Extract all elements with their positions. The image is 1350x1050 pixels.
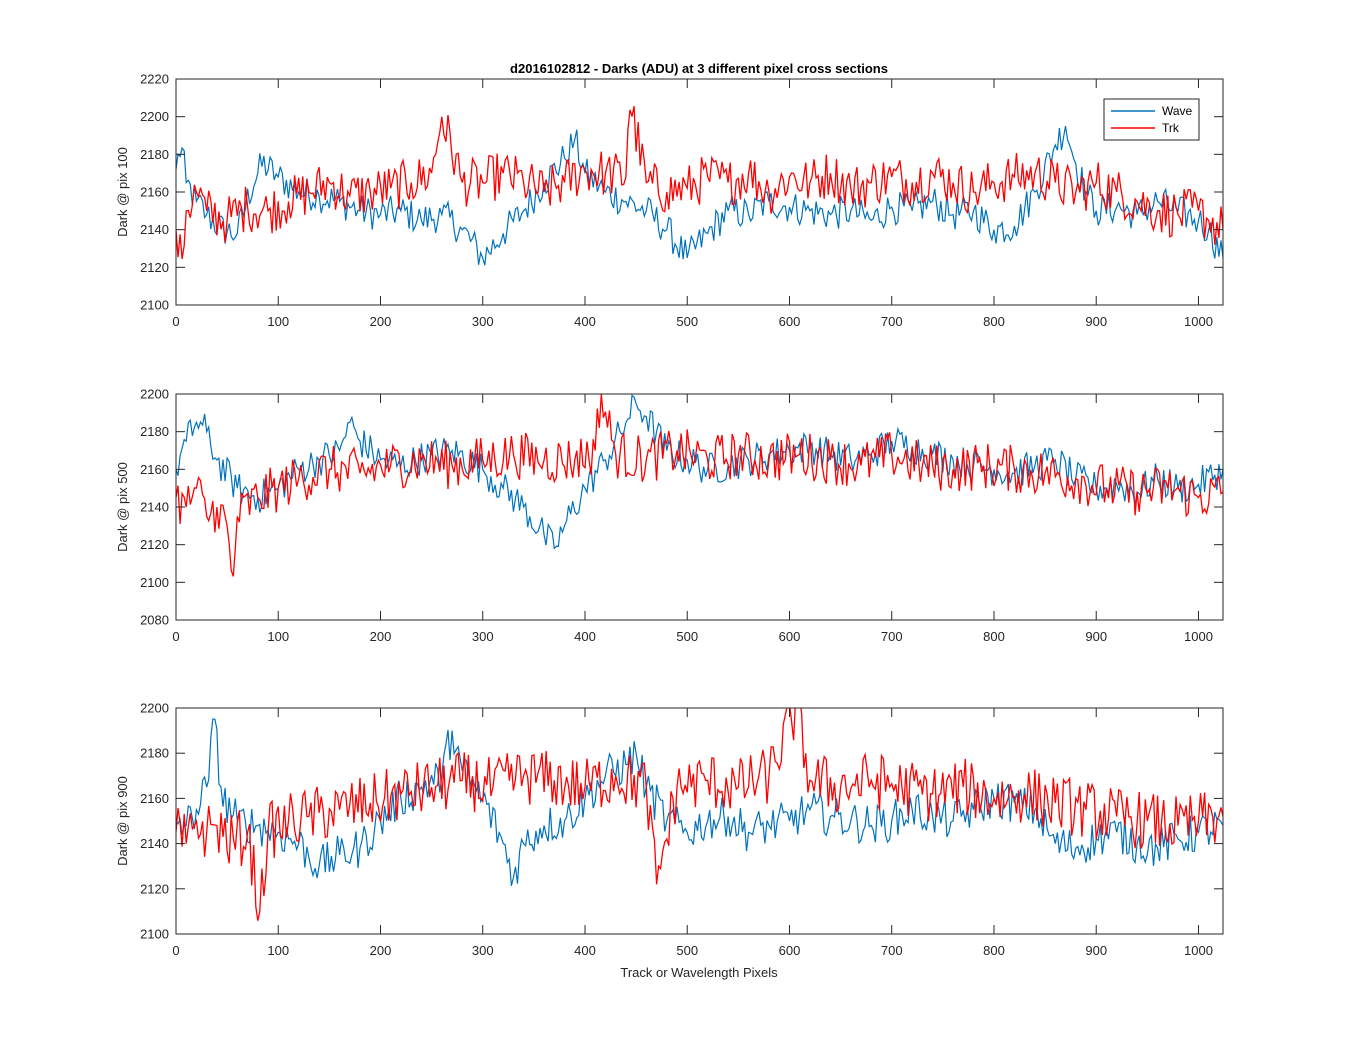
y-tick-label: 2120 bbox=[140, 260, 169, 275]
x-tick-label: 400 bbox=[574, 943, 596, 958]
x-tick-label: 1000 bbox=[1184, 629, 1213, 644]
y-tick-label: 2160 bbox=[140, 791, 169, 806]
y-axis-label-panel-1: Dark @ pix 100 bbox=[115, 147, 130, 237]
y-tick-label: 2140 bbox=[140, 836, 169, 851]
x-tick-label: 700 bbox=[881, 314, 903, 329]
x-tick-label: 100 bbox=[267, 943, 289, 958]
legend-label-trk: Trk bbox=[1162, 121, 1180, 135]
y-tick-label: 2180 bbox=[140, 746, 169, 761]
x-tick-label: 900 bbox=[1085, 943, 1107, 958]
x-tick-label: 300 bbox=[472, 943, 494, 958]
y-tick-label: 2140 bbox=[140, 222, 169, 237]
y-tick-label: 2160 bbox=[140, 185, 169, 200]
panel-3: 0 100 200 300 400 500 600 700 800 900 1000 2100 2120… bbox=[115, 701, 1224, 958]
series-line-wave-panel-2 bbox=[176, 394, 1223, 550]
x-tick-label: 1000 bbox=[1184, 943, 1213, 958]
y-tick-label: 2180 bbox=[140, 424, 169, 439]
series-line-trk-panel-3 bbox=[176, 708, 1223, 921]
axes-box-panel-2 bbox=[175, 393, 1224, 621]
x-tick-label: 600 bbox=[779, 943, 801, 958]
y-axis-label-panel-3: Dark @ pix 900 bbox=[115, 776, 130, 866]
x-tick-label: 200 bbox=[370, 629, 392, 644]
series-line-trk-panel-2 bbox=[176, 394, 1223, 577]
series-line-trk-panel-1 bbox=[176, 105, 1223, 260]
x-tick-label: 0 bbox=[172, 629, 179, 644]
x-tick-label: 300 bbox=[472, 314, 494, 329]
x-tick-label: 900 bbox=[1085, 629, 1107, 644]
x-tick-label: 600 bbox=[779, 629, 801, 644]
x-tick-label: 200 bbox=[370, 943, 392, 958]
legend: Wave Trk bbox=[1103, 98, 1200, 141]
series-line-wave-panel-1 bbox=[176, 125, 1223, 266]
x-tick-label: 1000 bbox=[1184, 314, 1213, 329]
y-tick-label: 2180 bbox=[140, 147, 169, 162]
x-tick-label: 700 bbox=[881, 943, 903, 958]
x-tick-label: 0 bbox=[172, 314, 179, 329]
x-tick-label: 100 bbox=[267, 629, 289, 644]
axes-box-panel-3 bbox=[175, 707, 1224, 935]
y-tick-label: 2220 bbox=[140, 72, 169, 87]
y-tick-label: 2080 bbox=[140, 613, 169, 628]
x-tick-label: 300 bbox=[472, 629, 494, 644]
panel-1: 0 100 200 300 400 500 600 700 800 900 1000 2100 2120… bbox=[115, 72, 1224, 329]
x-tick-label: 400 bbox=[574, 314, 596, 329]
y-tick-label: 2200 bbox=[140, 387, 169, 402]
y-tick-label: 2120 bbox=[140, 537, 169, 552]
y-tick-label: 2120 bbox=[140, 881, 169, 896]
x-tick-label: 0 bbox=[172, 943, 179, 958]
y-tick-label: 2100 bbox=[140, 575, 169, 590]
y-axis-label-panel-2: Dark @ pix 500 bbox=[115, 462, 130, 552]
y-tick-label: 2100 bbox=[140, 298, 169, 313]
y-tick-label: 2200 bbox=[140, 701, 169, 716]
series-line-wave-panel-3 bbox=[176, 718, 1223, 886]
x-axis-label: Track or Wavelength Pixels bbox=[620, 965, 778, 980]
y-tick-label: 2140 bbox=[140, 500, 169, 515]
x-tick-label: 800 bbox=[983, 629, 1005, 644]
legend-label-wave: Wave bbox=[1162, 104, 1193, 118]
x-tick-label: 800 bbox=[983, 943, 1005, 958]
x-tick-label: 700 bbox=[881, 629, 903, 644]
x-tick-label: 600 bbox=[779, 314, 801, 329]
x-tick-label: 500 bbox=[676, 314, 698, 329]
panels: 0 100 200 300 400 500 600 700 800 900 100021002120… bbox=[115, 72, 1224, 958]
x-tick-label: 200 bbox=[370, 314, 392, 329]
x-tick-label: 800 bbox=[983, 314, 1005, 329]
y-tick-label: 2200 bbox=[140, 109, 169, 124]
x-tick-label: 400 bbox=[574, 629, 596, 644]
legend-box bbox=[1103, 98, 1200, 141]
y-tick-label: 2160 bbox=[140, 462, 169, 477]
x-tick-label: 900 bbox=[1085, 314, 1107, 329]
panel-2: 0 100 200 300 400 500 600 700 800 900 1000 2080 2100… bbox=[115, 387, 1224, 644]
x-tick-label: 500 bbox=[676, 943, 698, 958]
chart-title: d2016102812 - Darks (ADU) at 3 different… bbox=[510, 61, 888, 76]
x-tick-label: 100 bbox=[267, 314, 289, 329]
x-tick-label: 500 bbox=[676, 629, 698, 644]
y-tick-label: 2100 bbox=[140, 927, 169, 942]
